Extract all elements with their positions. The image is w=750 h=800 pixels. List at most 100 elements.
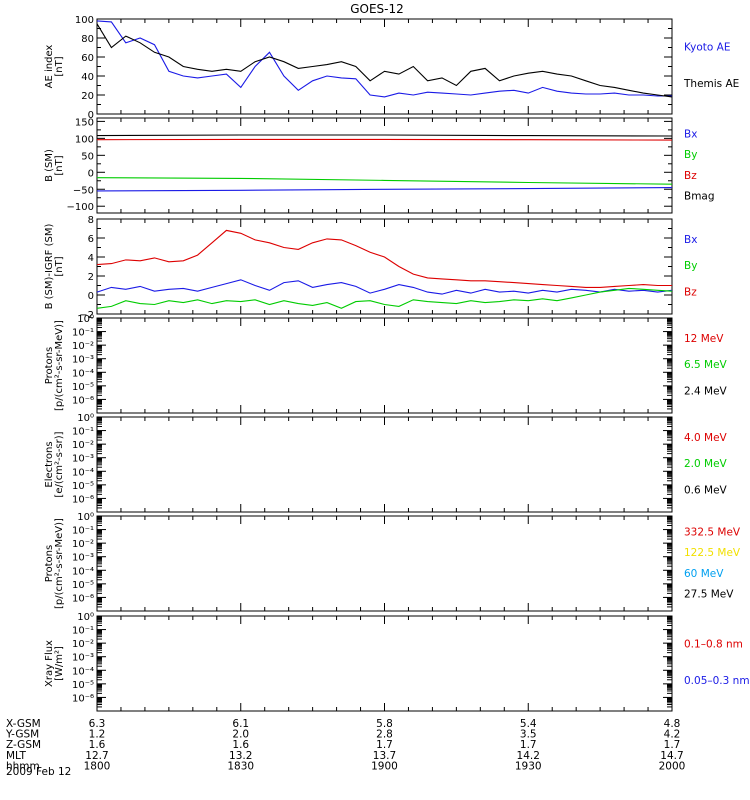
y-axis-title: [nT]	[54, 256, 65, 276]
y-axis-title: Protons	[44, 347, 55, 384]
ephemeris-value: 6.3	[89, 718, 106, 730]
y-tick-label: 10⁰	[77, 314, 94, 325]
legend-label-themis-ae: Themis AE	[683, 78, 739, 90]
y-tick-label: 10⁻⁴	[72, 566, 94, 577]
panel-frame	[96, 218, 673, 315]
legend-label-2-4-mev: 2.4 MeV	[684, 386, 728, 398]
series-line-bx	[96, 279, 673, 295]
legend-label-60-mev: 60 MeV	[684, 568, 724, 580]
legend-label-bx: Bx	[684, 128, 697, 140]
y-axis-title: Electrons	[44, 441, 55, 487]
ephemeris-value: 1.7	[664, 739, 681, 751]
y-tick-label: 100	[75, 15, 94, 26]
y-tick-label: 10⁻³	[72, 454, 94, 465]
panel-frame	[96, 515, 673, 612]
ephemeris-value: 2.0	[232, 729, 249, 741]
y-tick-label: 10⁻⁵	[72, 680, 94, 691]
y-tick-label: 0	[88, 168, 94, 179]
ephemeris-value: 1830	[227, 760, 254, 772]
legend-label-4-0-mev: 4.0 MeV	[684, 432, 728, 444]
y-tick-label: 10⁻³	[72, 553, 94, 564]
ephemeris-value: 1800	[84, 760, 111, 772]
ephemeris-value: 13.2	[229, 750, 252, 762]
ephemeris-value: 2.8	[376, 729, 393, 741]
x-axis-ephemeris: X-GSM 6.3 6.1 5.8 5.4 4.8 Y-GSM 1.2 2.0 2.8 3.5 4.2…	[5, 718, 685, 772]
ephemeris-value: 4.8	[664, 718, 681, 730]
y-axis-title: [p/(cm²-s-sr-MeV)]	[54, 518, 65, 609]
y-tick-label: 40	[81, 72, 94, 83]
y-tick-label: 10⁻⁴	[72, 368, 94, 379]
y-tick-label: 100	[75, 134, 94, 145]
panel-electrons: 10⁰ 10⁻¹ 10⁻² 10⁻³ 10⁻⁴ 10⁻⁵ 10⁻⁶ Electrons [e/(…	[44, 413, 728, 513]
series-line-themis-ae	[96, 23, 673, 98]
legend-label-12-mev: 12 MeV	[684, 333, 724, 345]
y-axis-title: [e/(cm²-s-sr)]	[54, 431, 65, 497]
y-tick-label: 10⁻¹	[72, 427, 94, 438]
ephemeris-value: 4.2	[664, 729, 681, 741]
ephemeris-value: 5.4	[520, 718, 537, 730]
panel-ae: 0 20 40 60 80 100 AE index [nT] Kyoto AE Themis A…	[44, 15, 739, 121]
legend-label-2-0-mev: 2.0 MeV	[684, 458, 728, 470]
ephemeris-value: 13.7	[373, 750, 396, 762]
y-tick-label: 10⁻⁶	[72, 395, 94, 406]
y-tick-label: 8	[88, 215, 94, 226]
y-tick-label: −50	[73, 185, 94, 196]
y-tick-label: 10⁻⁶	[72, 693, 94, 704]
y-tick-label: 10⁻⁴	[72, 666, 94, 677]
legend-label-27-5-mev: 27.5 MeV	[684, 588, 734, 600]
panel-protons_high: 10⁰ 10⁻¹ 10⁻² 10⁻³ 10⁻⁴ 10⁻⁵ 10⁻⁶ Protons [p/(cm…	[44, 512, 741, 612]
ephemeris-value: 1900	[371, 760, 398, 772]
y-tick-label: 10⁻³	[72, 355, 94, 366]
panel-frame	[96, 416, 673, 513]
panel-b_sm: −100 −50 0 50 100 150 B (SM) [nT] Bx By Bz Bmag	[44, 117, 715, 214]
y-axis-title: B (SM)-IGRF (SM)	[44, 224, 55, 310]
y-axis-title: B (SM)	[44, 149, 55, 182]
y-axis-title: AE index	[44, 45, 55, 89]
y-tick-label: 0	[88, 110, 94, 121]
series-line-by	[96, 177, 673, 185]
y-tick-label: 10⁻⁶	[72, 593, 94, 604]
ephemeris-value: 14.7	[660, 750, 683, 762]
series-line-bz	[96, 138, 673, 141]
panel-frame	[96, 615, 673, 712]
y-tick-label: 10⁻⁴	[72, 467, 94, 478]
ephemeris-value: 1.6	[89, 739, 106, 751]
y-tick-label: 6	[88, 234, 94, 245]
panel-frame	[96, 117, 673, 214]
legend-label-122-5-mev: 122.5 MeV	[684, 547, 741, 559]
y-tick-label: 10⁻²	[72, 440, 94, 451]
ephemeris-value: 1.6	[232, 739, 249, 751]
ephemeris-row-label: MLT	[6, 750, 26, 762]
ephemeris-value: 2000	[659, 760, 686, 772]
y-tick-label: 10⁻³	[72, 653, 94, 664]
y-tick-label: 10⁻¹	[72, 626, 94, 637]
y-tick-label: 150	[75, 117, 94, 128]
y-axis-title: [p/(cm²-s-sr-MeV)]	[54, 320, 65, 411]
y-tick-label: 10⁻¹	[72, 328, 94, 339]
ephemeris-row-label: Y-GSM	[5, 729, 39, 741]
y-tick-label: 20	[81, 91, 94, 102]
y-tick-label: 10⁻⁵	[72, 481, 94, 492]
legend-label-kyoto-ae: Kyoto AE	[684, 41, 730, 53]
series-line-by	[96, 287, 673, 309]
y-tick-label: 60	[81, 53, 94, 64]
ephemeris-value: 3.5	[520, 729, 537, 741]
ephemeris-row-label: hhmm	[6, 760, 40, 772]
y-tick-label: 10⁰	[77, 612, 94, 623]
legend-label-0-6-mev: 0.6 MeV	[684, 485, 728, 497]
y-tick-label: 10⁻⁵	[72, 382, 94, 393]
ephemeris-value: 14.2	[517, 750, 540, 762]
panel-protons_low: 10⁰ 10⁻¹ 10⁻² 10⁻³ 10⁻⁴ 10⁻⁵ 10⁻⁶ Protons [p/(cm…	[44, 314, 728, 414]
ephemeris-value: 12.7	[85, 750, 108, 762]
y-tick-label: 2	[88, 272, 94, 283]
y-axis-title: [nT]	[54, 56, 65, 76]
legend-label-332-5-mev: 332.5 MeV	[684, 526, 741, 538]
ephemeris-row-label: Z-GSM	[6, 739, 41, 751]
series-line-bx	[96, 187, 673, 192]
y-tick-label: 80	[81, 34, 94, 45]
legend-label-6-5-mev: 6.5 MeV	[684, 359, 728, 371]
ephemeris-value: 1.7	[376, 739, 393, 751]
y-tick-label: 10⁻¹	[72, 526, 94, 537]
y-tick-label: −2	[79, 310, 94, 321]
y-tick-label: 10⁻²	[72, 539, 94, 550]
